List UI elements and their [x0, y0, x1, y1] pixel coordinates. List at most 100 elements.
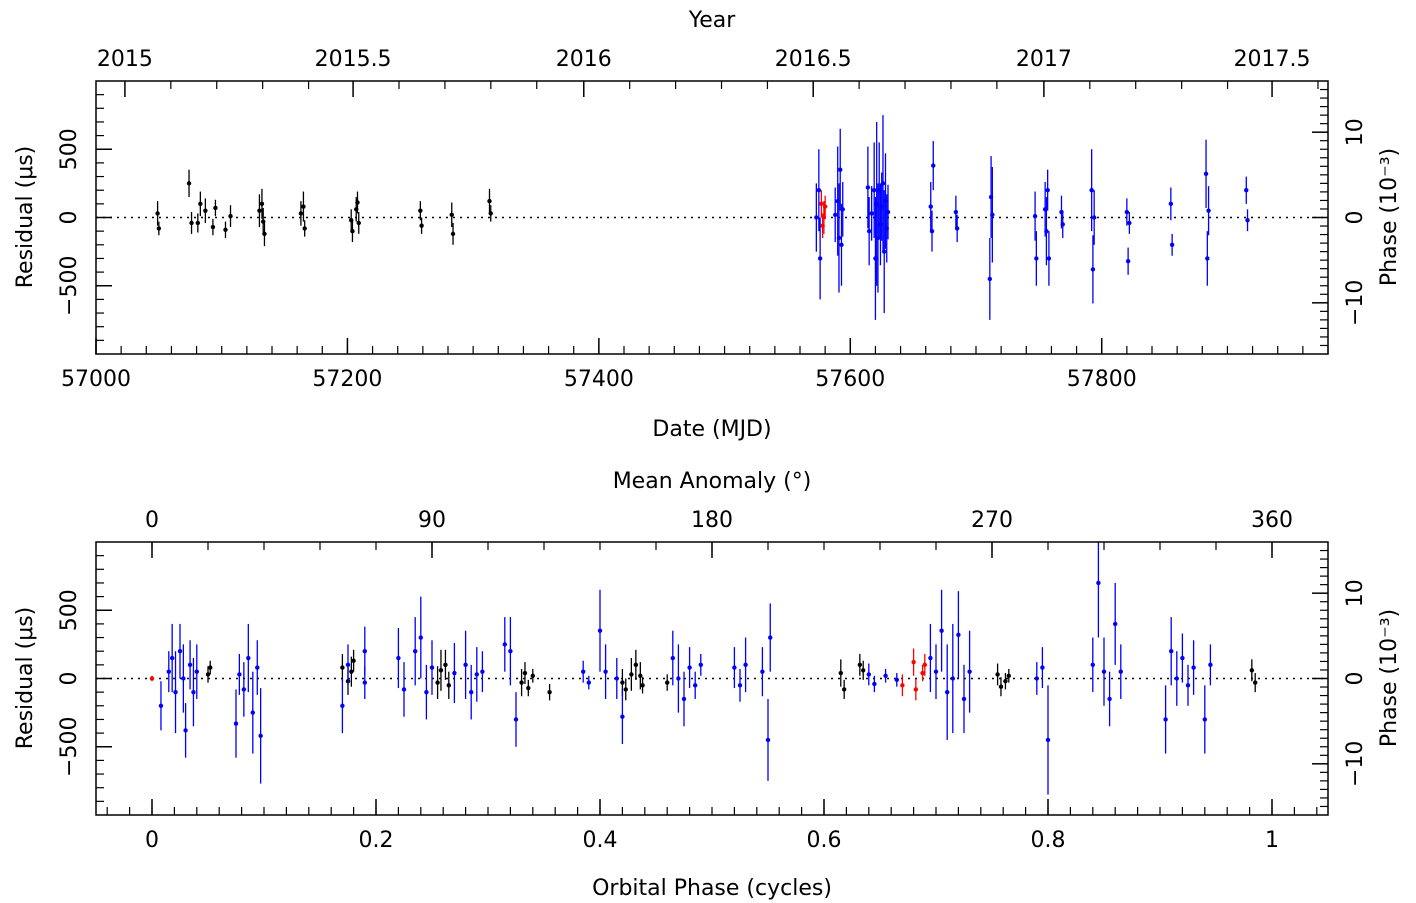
data-point: [857, 653, 863, 676]
data-marker: [869, 211, 874, 216]
data-point: [1090, 637, 1096, 693]
data-point: [1174, 651, 1180, 706]
data-point: [1249, 659, 1255, 682]
data-marker: [817, 256, 823, 261]
data-point: [838, 128, 843, 211]
data-marker: [1253, 680, 1258, 685]
data-point: [840, 182, 845, 237]
data-marker: [1034, 676, 1040, 681]
data-marker: [633, 662, 639, 668]
data-marker: [822, 204, 828, 209]
data-marker: [861, 668, 866, 673]
data-marker: [768, 635, 773, 640]
data-marker: [429, 665, 435, 670]
data-point: [1006, 668, 1011, 683]
data-marker: [502, 642, 507, 647]
data-marker: [939, 628, 944, 633]
data-point: [1034, 662, 1040, 695]
data-marker: [469, 689, 474, 695]
data-point: [931, 141, 936, 191]
data-point: [1091, 190, 1097, 245]
data-marker: [933, 669, 939, 674]
data-marker: [911, 659, 916, 665]
data-point: [262, 221, 267, 247]
data-marker: [928, 655, 933, 661]
data-marker: [1203, 171, 1209, 177]
data-point: [1253, 673, 1258, 693]
data-point: [681, 671, 687, 727]
data-point: [1107, 671, 1112, 727]
data-marker: [1127, 220, 1132, 226]
data-point: [1191, 640, 1196, 695]
data-marker: [922, 662, 927, 668]
data-marker: [687, 665, 692, 670]
data-marker: [349, 669, 354, 674]
data-marker: [1113, 621, 1118, 627]
data-point: [186, 169, 192, 198]
data-point: [452, 643, 457, 704]
x2-tick-label: 90: [418, 508, 446, 533]
data-point: [586, 675, 591, 690]
data-point: [250, 671, 255, 754]
data-marker: [614, 676, 619, 681]
data-marker: [246, 655, 251, 661]
data-point: [213, 199, 218, 217]
data-point: [195, 213, 201, 233]
data-point: [258, 688, 263, 784]
data-point: [1245, 209, 1250, 232]
data-point: [362, 666, 367, 699]
x-tick-label: 0.8: [1031, 828, 1066, 853]
data-point: [350, 220, 355, 243]
data-marker: [1091, 215, 1097, 220]
data-marker: [183, 728, 188, 733]
data-point: [953, 195, 959, 229]
data-point: [1202, 685, 1208, 754]
data-point: [449, 202, 454, 228]
y2-tick-label: 0: [1343, 211, 1368, 225]
data-marker: [1090, 267, 1096, 272]
data-point: [882, 190, 887, 314]
data-point: [1208, 644, 1213, 686]
x-tick-label: 57000: [61, 367, 131, 392]
data-point: [954, 214, 960, 243]
data-marker: [676, 676, 681, 681]
data-point: [191, 658, 196, 727]
data-point: [928, 623, 933, 693]
data-point: [181, 644, 186, 713]
data-point: [929, 210, 935, 252]
data-point: [911, 648, 916, 676]
data-marker: [833, 212, 838, 217]
data-marker: [995, 672, 1000, 677]
data-marker: [401, 687, 407, 692]
y2-axis-title-date: Phase (10⁻³): [1377, 148, 1402, 286]
data-point: [429, 640, 435, 695]
data-point: [413, 617, 418, 686]
data-point: [166, 651, 171, 693]
data-marker: [1169, 649, 1174, 654]
y-tick-label: −500: [57, 256, 82, 316]
x2-tick-label: 0: [145, 508, 159, 533]
y2-tick-label: 10: [1343, 118, 1368, 146]
x2-axis-title-date: Year: [688, 8, 737, 33]
data-point: [1124, 198, 1130, 226]
data-point: [340, 678, 345, 734]
data-marker: [474, 672, 479, 677]
data-marker: [913, 687, 919, 692]
data-marker: [438, 668, 444, 673]
data-point: [1244, 176, 1249, 204]
x-tick-label: 57800: [1067, 367, 1137, 392]
data-marker: [255, 665, 260, 670]
data-point: [1205, 231, 1210, 286]
data-marker: [900, 683, 905, 688]
data-point: [687, 647, 692, 689]
data-point: [871, 142, 877, 238]
data-marker: [508, 649, 513, 654]
y-tick-label: 0: [57, 672, 82, 686]
data-point: [865, 146, 871, 229]
data-marker: [1118, 669, 1124, 674]
data-marker: [586, 680, 591, 685]
y-tick-label: 500: [57, 128, 82, 170]
data-point: [995, 663, 1000, 686]
data-marker: [435, 680, 440, 685]
